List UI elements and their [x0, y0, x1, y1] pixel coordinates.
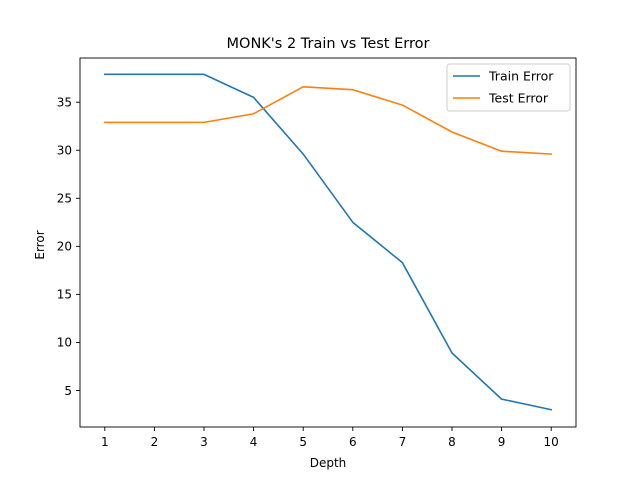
y-tick-label: 35 [57, 96, 72, 110]
axes-frame [79, 57, 577, 428]
x-tick-label: 10 [544, 435, 559, 449]
y-tick-label: 25 [57, 192, 72, 206]
x-tick-label: 4 [250, 435, 258, 449]
y-tick-label: 20 [57, 240, 72, 254]
chart-title: MONK's 2 Train vs Test Error [227, 36, 430, 52]
x-axis-label: Depth [310, 456, 347, 470]
x-tick-label: 7 [399, 435, 407, 449]
x-tick-label: 3 [200, 435, 208, 449]
series-line-test-error [104, 86, 553, 155]
x-tick-label: 6 [349, 435, 357, 449]
x-tick-label: 8 [448, 435, 456, 449]
legend-label: Test Error [488, 91, 549, 106]
plot-area: 1 2 3 4 5 6 7 8 9 10 5 10 15 20 25 30 35 Train Error Test … [57, 57, 577, 449]
y-tick-label: 15 [57, 288, 72, 302]
y-axis-label: Error [33, 230, 47, 259]
y-tick-label: 30 [57, 144, 72, 158]
y-tick-label: 10 [57, 336, 72, 350]
legend-label: Train Error [488, 69, 554, 84]
x-tick-label: 9 [498, 435, 506, 449]
x-tick-label: 1 [101, 435, 109, 449]
x-tick-label: 2 [151, 435, 159, 449]
series-line-train-error [104, 73, 553, 411]
x-tick-label: 5 [299, 435, 307, 449]
y-tick-label: 5 [64, 384, 72, 398]
